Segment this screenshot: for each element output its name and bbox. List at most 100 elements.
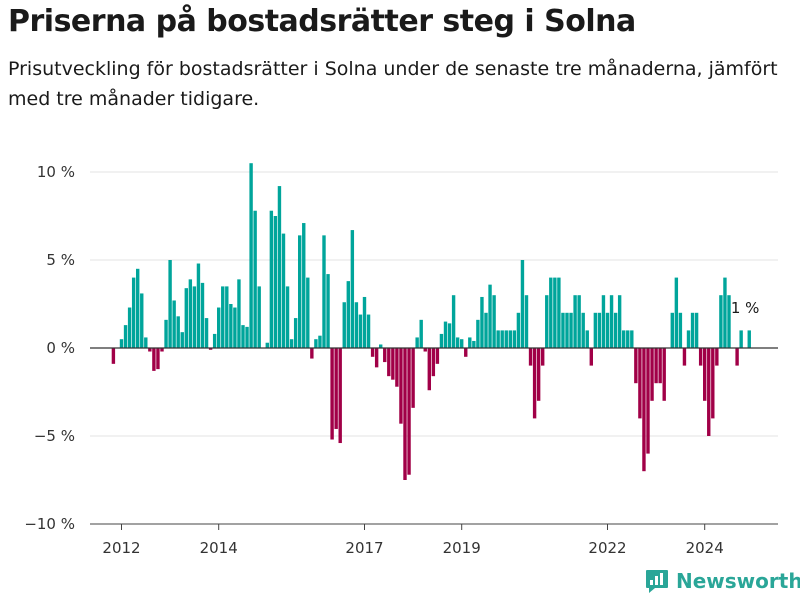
value-annotation: 1 % (731, 299, 760, 317)
bar (188, 279, 193, 348)
x-tick-label: 2017 (345, 539, 383, 557)
bar (711, 348, 715, 419)
bar (536, 348, 541, 401)
bar (229, 304, 233, 348)
bar (573, 295, 577, 348)
bar (678, 312, 683, 348)
bar (362, 296, 367, 348)
bar (379, 344, 383, 348)
x-axis-tick-labels: 2012 2014 2017 2019 2022 2024 (102, 524, 724, 557)
bar (192, 286, 197, 348)
bar (318, 335, 322, 348)
bar (739, 330, 743, 348)
bar (476, 319, 480, 348)
bar (293, 318, 298, 348)
bar (593, 312, 598, 348)
annotations: 1 % (731, 299, 760, 317)
bar (136, 268, 140, 348)
bar (686, 330, 691, 348)
bar (439, 333, 444, 348)
bar (605, 312, 610, 348)
bar (512, 330, 517, 348)
bar (549, 277, 553, 348)
bar (719, 295, 723, 348)
bar (208, 348, 213, 350)
bar (196, 263, 201, 348)
bar (257, 286, 261, 348)
bar (577, 295, 581, 348)
bar (662, 348, 666, 401)
bar (589, 348, 593, 366)
bar (443, 321, 448, 348)
bar (399, 348, 403, 424)
bar (451, 295, 456, 348)
bar (302, 223, 306, 348)
bar (415, 337, 419, 348)
bar (642, 348, 646, 472)
bar (520, 260, 525, 348)
bar (423, 348, 427, 352)
bar (249, 163, 253, 348)
bar (541, 348, 545, 366)
bar (184, 288, 188, 348)
bar (144, 337, 148, 348)
bar (735, 348, 739, 366)
bar (435, 348, 440, 364)
bar (127, 307, 132, 348)
chart-title: Priserna på bostadsrätter steg i Solna (8, 4, 636, 39)
x-tick-label: 2024 (686, 539, 724, 557)
bar (492, 295, 496, 348)
bar (245, 326, 249, 348)
bars (111, 163, 751, 480)
bar (650, 348, 654, 401)
bar (273, 216, 278, 348)
bar (370, 348, 375, 357)
bar (561, 312, 565, 348)
bar (703, 348, 707, 401)
bar (585, 330, 589, 348)
bar (622, 330, 626, 348)
brand-name: Newsworthy (676, 569, 800, 593)
bar (342, 302, 346, 348)
newsworthy-logo-icon (646, 570, 668, 593)
bar (338, 348, 342, 444)
bar (111, 348, 116, 364)
bar (484, 312, 488, 348)
bar (374, 348, 379, 368)
bar (180, 332, 184, 348)
bar (715, 348, 719, 366)
bar (727, 295, 731, 348)
bar (626, 330, 630, 348)
bar (581, 312, 585, 348)
bar (172, 300, 176, 348)
bar (557, 277, 561, 348)
bar (528, 348, 533, 366)
bar (488, 284, 492, 348)
y-tick-label: 0 % (46, 339, 75, 357)
bar (658, 348, 662, 384)
bar (553, 277, 557, 348)
bar (609, 295, 614, 348)
bar (306, 277, 310, 348)
bar (204, 318, 209, 348)
bar (690, 312, 695, 348)
bar (707, 348, 711, 436)
bar (617, 295, 622, 348)
bar (387, 348, 391, 377)
bar (569, 312, 573, 348)
bar (265, 342, 269, 348)
bar (747, 330, 751, 348)
bar (698, 348, 703, 366)
bar (532, 348, 537, 419)
bar (447, 323, 452, 348)
y-axis-tick-labels: 10 % 5 % 0 % −5 % −10 % (24, 163, 75, 533)
bar (233, 307, 237, 348)
bar (330, 348, 334, 440)
bar (269, 210, 274, 348)
bar (723, 277, 727, 348)
bar (480, 296, 484, 348)
bar (403, 348, 407, 480)
bar (152, 348, 156, 371)
bar (358, 314, 363, 348)
